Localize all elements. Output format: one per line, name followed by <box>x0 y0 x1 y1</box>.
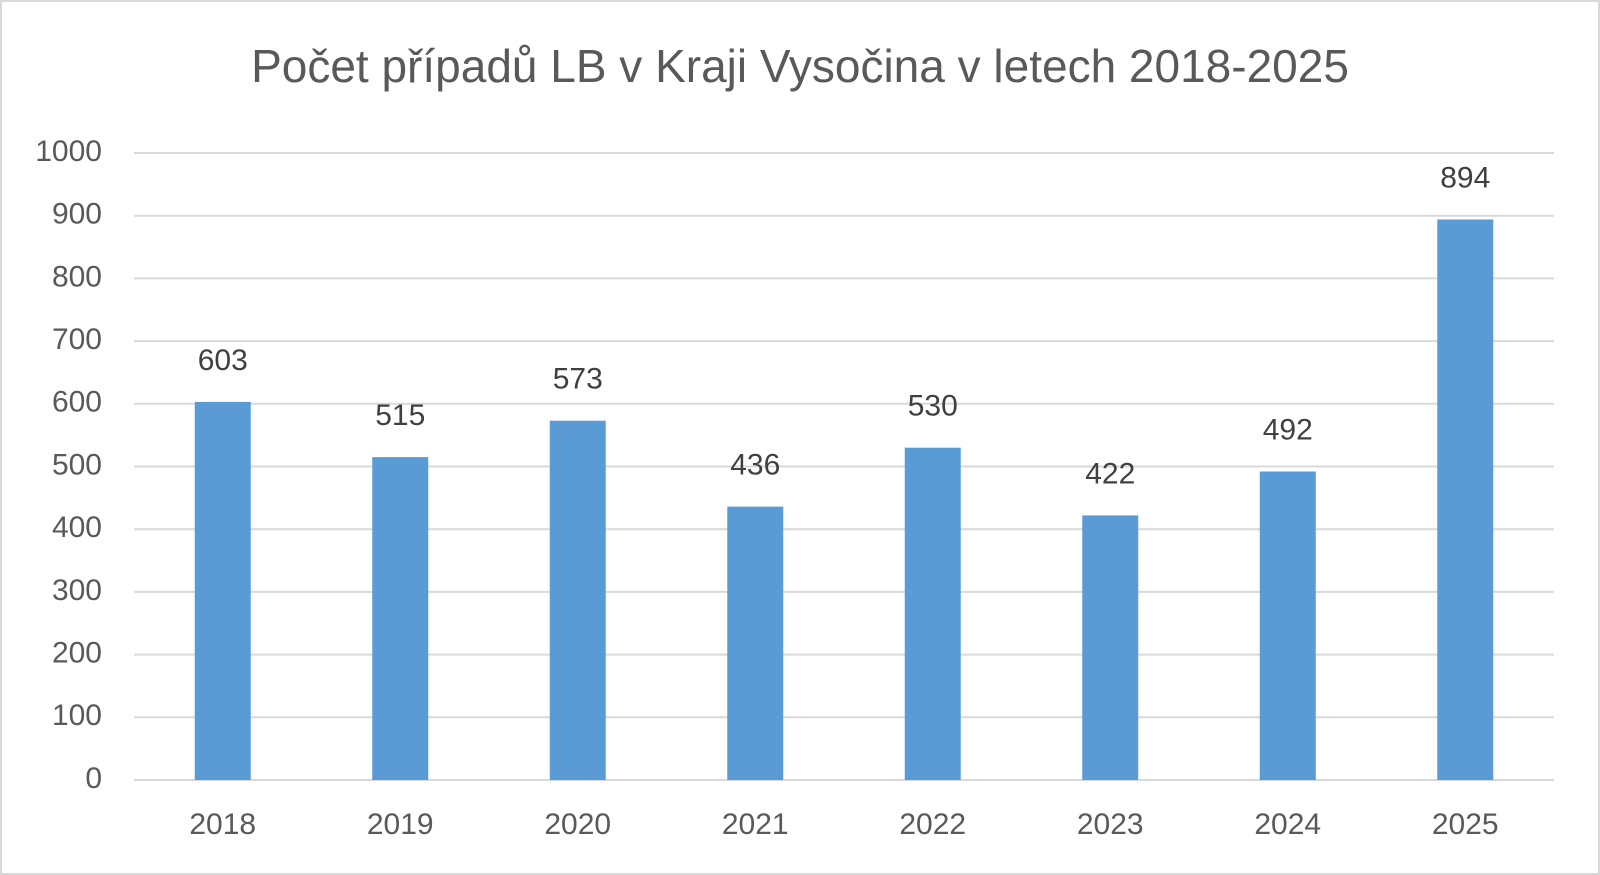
value-label: 894 <box>1440 161 1490 194</box>
chart-title: Počet případů LB v Kraji Vysočina v lete… <box>251 40 1349 92</box>
bar <box>904 447 961 780</box>
y-tick-label: 500 <box>52 448 102 481</box>
bar <box>549 420 606 780</box>
y-tick-label: 700 <box>52 323 102 356</box>
y-tick-label: 0 <box>85 762 102 795</box>
value-label: 530 <box>908 390 958 423</box>
bar <box>1259 471 1316 780</box>
y-tick-label: 300 <box>52 574 102 607</box>
x-tick-label: 2025 <box>1432 808 1499 841</box>
value-label: 603 <box>198 344 248 377</box>
bar <box>194 401 251 780</box>
value-label: 436 <box>730 449 780 482</box>
y-tick-label: 100 <box>52 699 102 732</box>
bar <box>727 506 784 780</box>
bar <box>372 457 429 780</box>
x-tick-label: 2020 <box>544 808 611 841</box>
x-tick-label: 2018 <box>189 808 256 841</box>
bar <box>1437 219 1494 780</box>
x-tick-label: 2019 <box>367 808 434 841</box>
value-label: 422 <box>1085 457 1135 490</box>
value-label: 492 <box>1263 413 1313 446</box>
bar <box>1082 515 1139 780</box>
y-tick-label: 900 <box>52 198 102 231</box>
x-tick-label: 2021 <box>722 808 789 841</box>
y-tick-label: 600 <box>52 386 102 419</box>
y-tick-label: 800 <box>52 260 102 293</box>
y-tick-label: 200 <box>52 637 102 670</box>
x-tick-label: 2022 <box>899 808 966 841</box>
y-tick-label: 1000 <box>35 135 102 168</box>
x-tick-label: 2023 <box>1077 808 1144 841</box>
y-tick-label: 400 <box>52 511 102 544</box>
x-tick-label: 2024 <box>1254 808 1321 841</box>
value-label: 573 <box>553 363 603 396</box>
value-label: 515 <box>375 399 425 432</box>
